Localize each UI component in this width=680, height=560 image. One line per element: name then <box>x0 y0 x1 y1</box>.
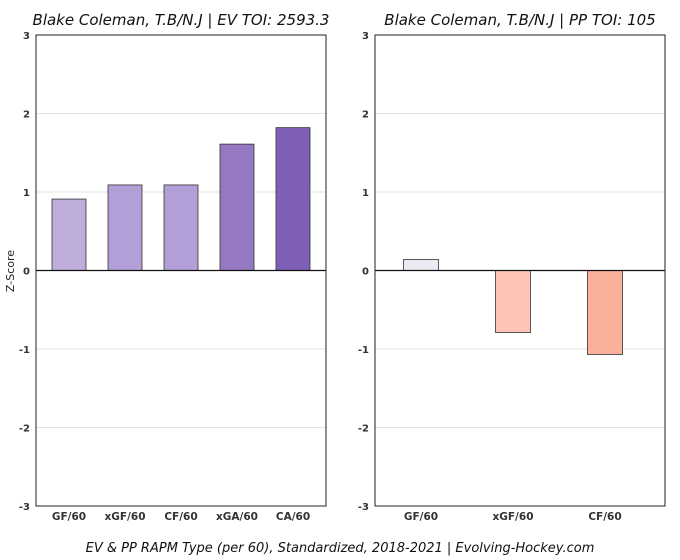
y-tick-label: -1 <box>358 345 369 356</box>
bar-ca-60 <box>275 127 311 271</box>
bar-xga-60 <box>219 143 255 271</box>
x-tick-label: GF/60 <box>52 511 86 523</box>
y-axis-label: Z-Score <box>4 250 17 292</box>
x-tick-label: CF/60 <box>164 511 197 523</box>
x-tick-label: CA/60 <box>276 511 310 523</box>
y-tick-label: -3 <box>19 502 30 513</box>
y-tick-label: 3 <box>362 31 369 42</box>
bar-xgf-60 <box>495 270 531 333</box>
ev-chart-title: Blake Coleman, T.B/N.J | EV TOI: 2593.3 <box>33 11 330 29</box>
plot-frame <box>374 34 666 507</box>
pp-chart-title: Blake Coleman, T.B/N.J | PP TOI: 105 <box>384 11 655 29</box>
y-tick-label: 1 <box>362 188 369 199</box>
y-tick-label: 0 <box>362 267 369 278</box>
y-tick-label: 0 <box>23 267 30 278</box>
ev-rapm-panel: Blake Coleman, T.B/N.J | EV TOI: 2593.3 … <box>4 11 329 523</box>
x-tick-label: CF/60 <box>588 511 621 523</box>
y-tick-label: 3 <box>23 31 30 42</box>
x-tick-label: GF/60 <box>404 511 438 523</box>
bar-gf-60 <box>403 259 439 271</box>
bar-gf-60 <box>51 198 87 271</box>
x-tick-label: xGF/60 <box>492 511 533 523</box>
plot-frame <box>35 34 327 507</box>
x-tick-label: xGF/60 <box>104 511 145 523</box>
footer-caption: EV & PP RAPM Type (per 60), Standardized… <box>86 541 595 556</box>
y-tick-label: -1 <box>19 345 30 356</box>
bar-cf-60 <box>587 270 623 355</box>
bar-xgf-60 <box>107 184 143 271</box>
y-tick-label: -3 <box>358 502 369 513</box>
x-tick-label: xGA/60 <box>216 511 258 523</box>
y-tick-label: 2 <box>362 110 369 121</box>
bar-cf-60 <box>163 184 199 271</box>
y-tick-label: 2 <box>23 110 30 121</box>
pp-rapm-panel: Blake Coleman, T.B/N.J | PP TOI: 105 -3 -… <box>358 11 666 523</box>
y-tick-label: -2 <box>358 424 369 435</box>
y-tick-label: -2 <box>19 424 30 435</box>
y-tick-label: 1 <box>23 188 30 199</box>
